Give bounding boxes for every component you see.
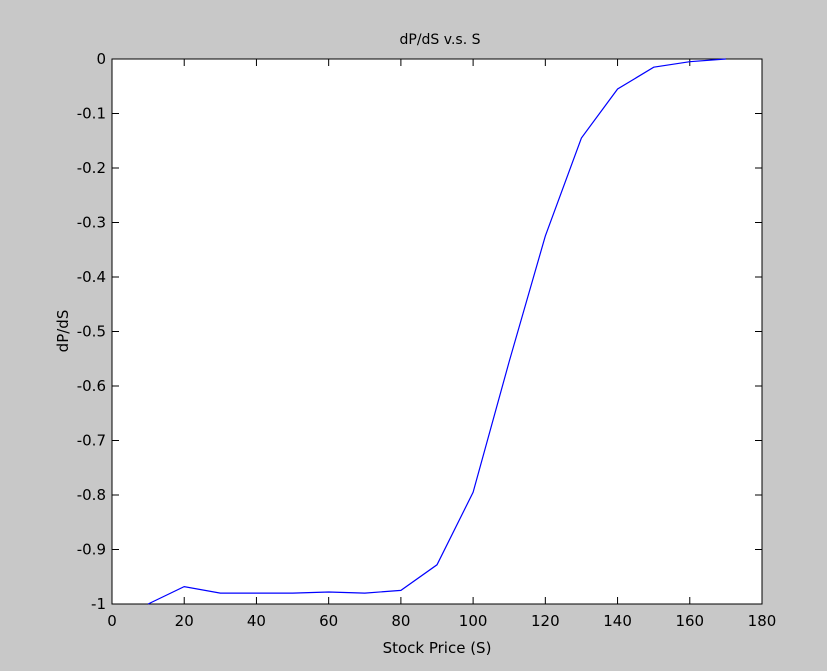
x-tick-label: 80: [391, 612, 410, 630]
y-axis-ticks: [112, 58, 762, 605]
y-tick-label: -0.4: [77, 268, 106, 286]
y-tick-label: -0.3: [77, 214, 106, 232]
x-axis-tick-labels: 0 20 40 60 80 100 120 140 160 180: [107, 612, 776, 630]
y-tick-label: -0.8: [77, 486, 106, 504]
x-tick-label: 100: [459, 612, 488, 630]
x-tick-label: 0: [107, 612, 117, 630]
plot-area: [111, 58, 763, 605]
x-axis-ticks: [111, 59, 763, 604]
x-tick-label: 20: [175, 612, 194, 630]
x-tick-label: 120: [531, 612, 560, 630]
y-tick-label: -1: [91, 595, 106, 613]
y-tick-label: -0.5: [77, 323, 106, 341]
y-tick-label: -0.9: [77, 541, 106, 559]
y-axis-tick-labels: 0 -0.1 -0.2 -0.3 -0.4 -0.5 -0.6 -0.7 -0.8 -0.9 -1: [77, 50, 106, 613]
series-line: [147, 58, 726, 605]
y-tick-label: -0.2: [77, 159, 106, 177]
x-tick-label: 180: [748, 612, 777, 630]
y-tick-label: -0.6: [77, 377, 106, 395]
x-axis-label: Stock Price (S): [383, 639, 492, 657]
chart-title: dP/dS v.s. S: [400, 32, 481, 48]
x-tick-label: 140: [603, 612, 632, 630]
y-axis-label: dP/dS: [54, 310, 72, 353]
y-tick-label: -0.7: [77, 432, 106, 450]
x-tick-label: 40: [247, 612, 266, 630]
x-tick-label: 60: [319, 612, 338, 630]
y-tick-label: -0.1: [77, 105, 106, 123]
x-tick-label: 160: [675, 612, 704, 630]
y-tick-label: 0: [96, 50, 106, 68]
